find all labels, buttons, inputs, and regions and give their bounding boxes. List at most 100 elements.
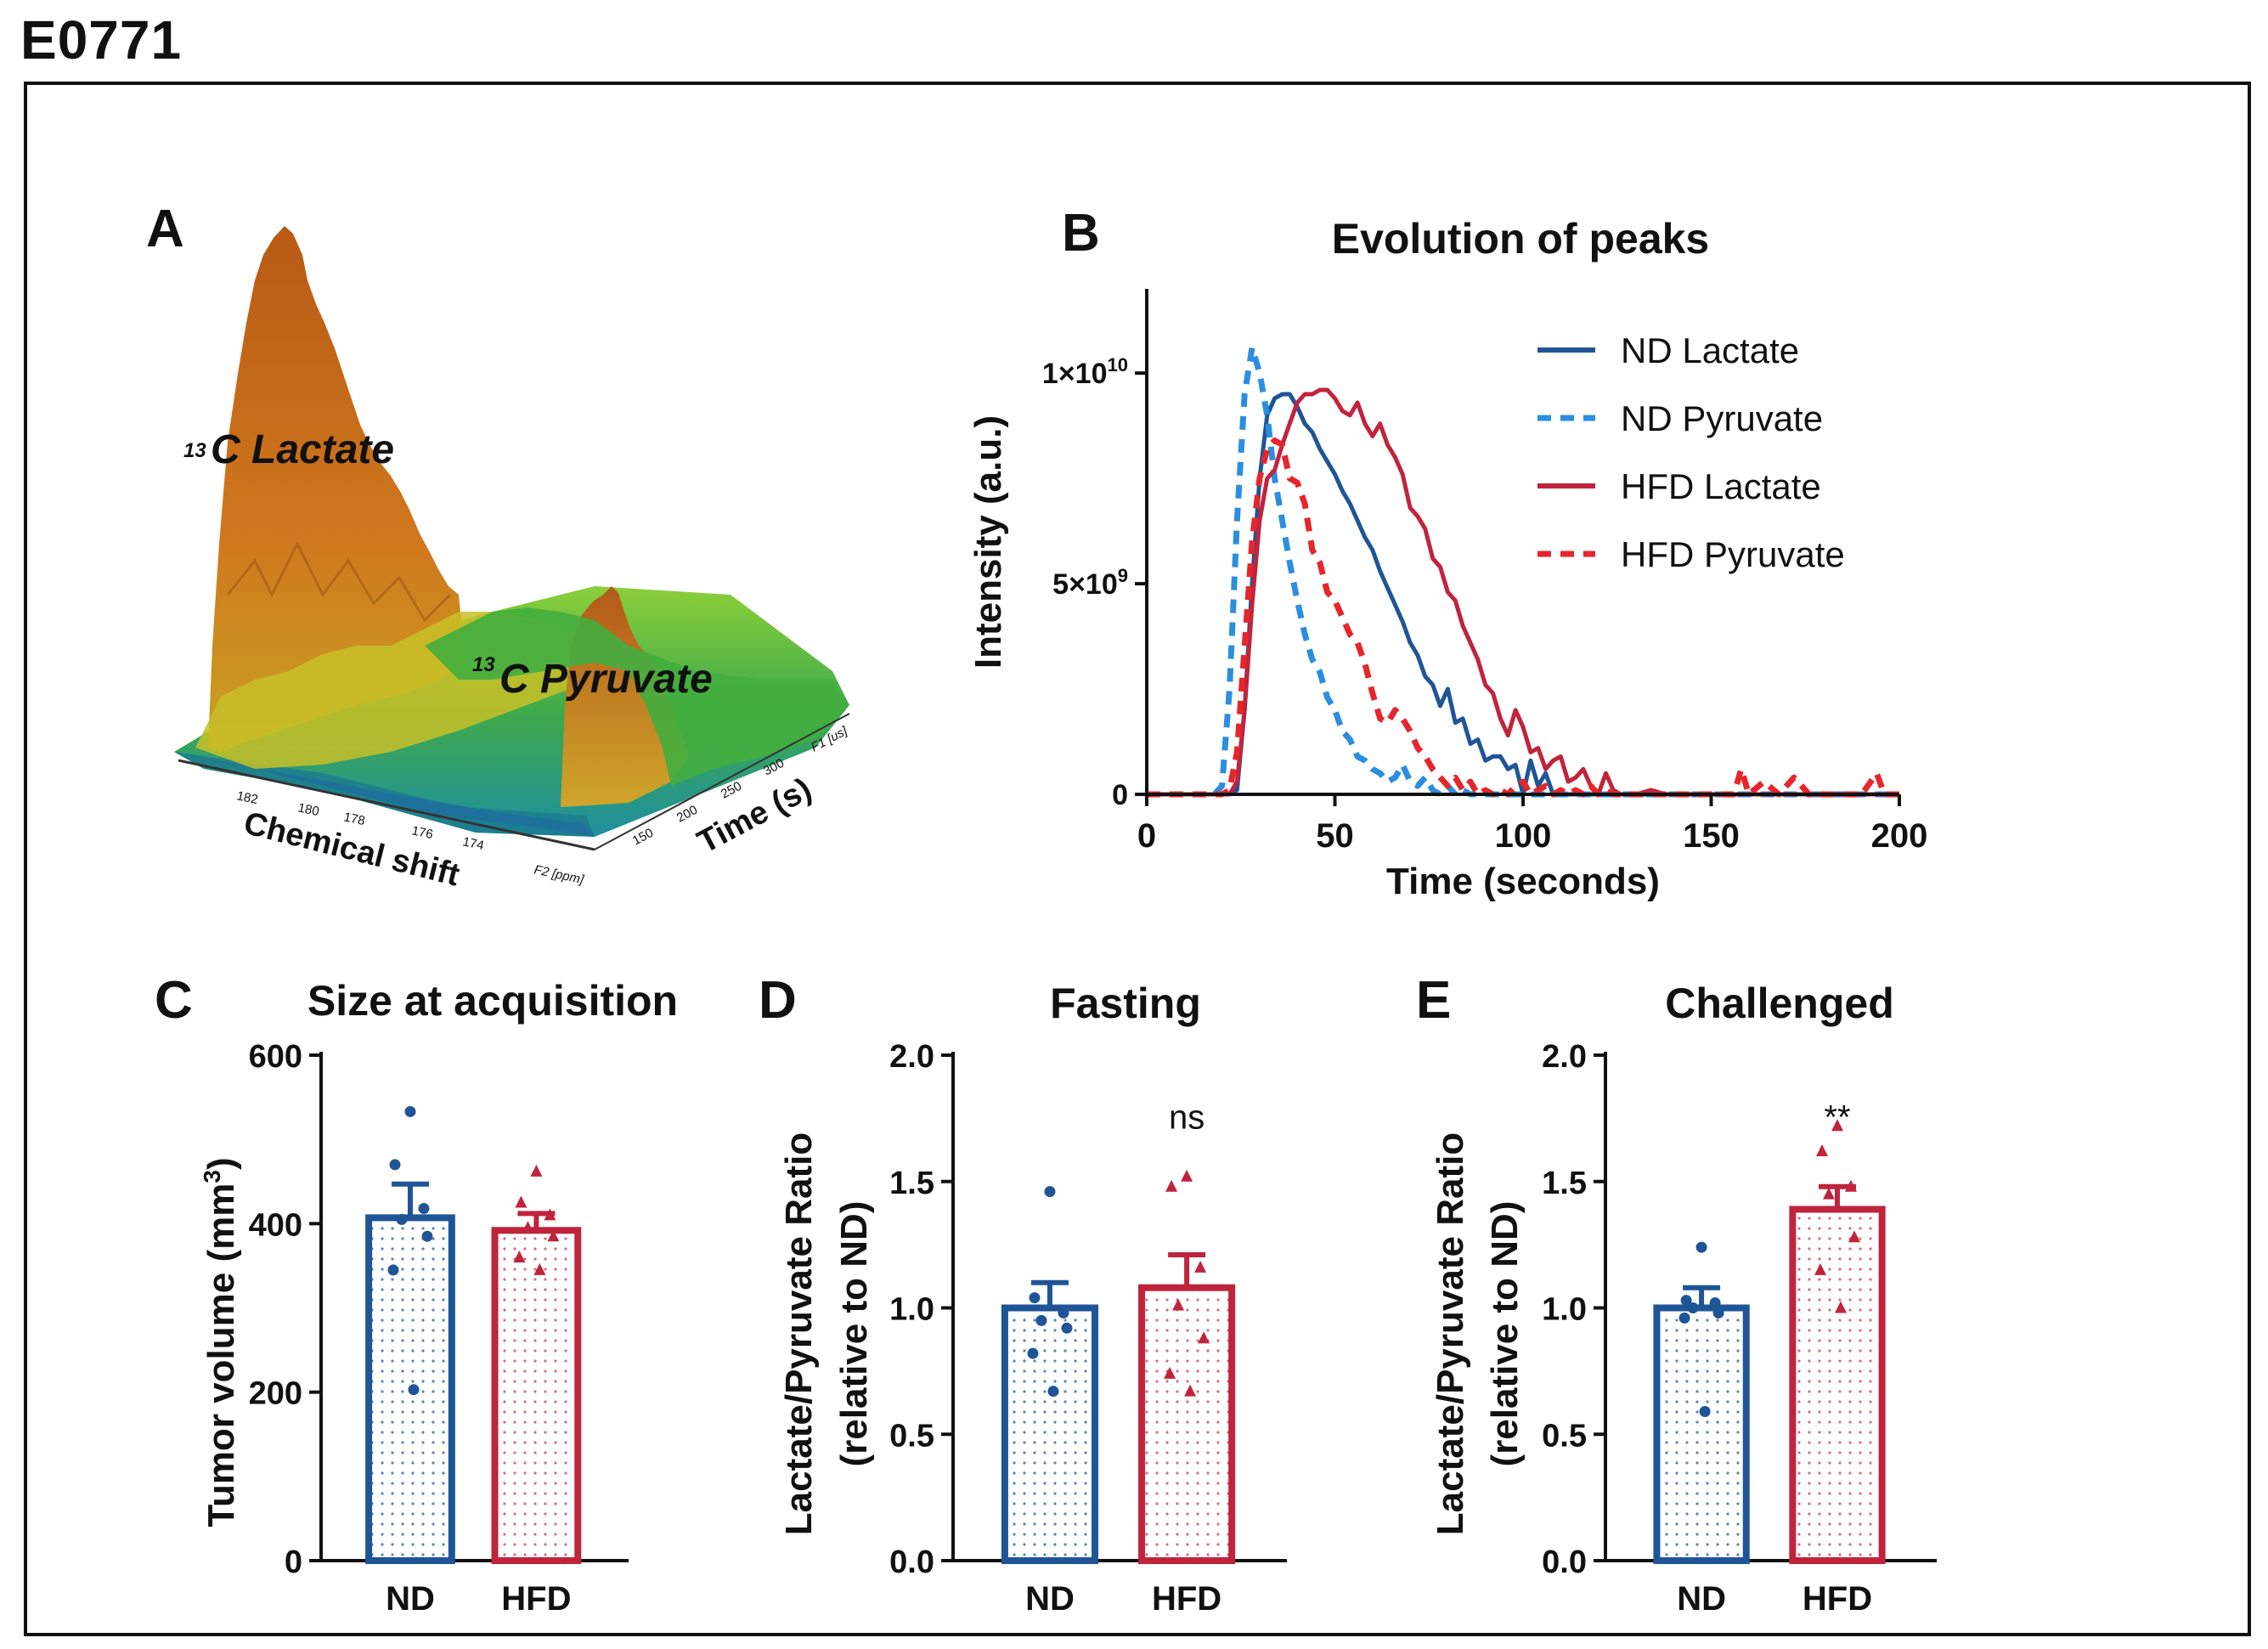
data-point-nd [418,1202,430,1214]
chart-d-y-label-1: Lactate/Pyruvate Ratio [778,1132,820,1535]
surface-y-axis [594,713,850,850]
bar-hfd [1138,1284,1236,1564]
panel-a: A 182 180 178 176 174 F2 [ppm] 150 200 2… [146,200,850,894]
data-point-hfd [1814,1262,1826,1275]
figure-title: E0771 [20,9,183,71]
data-point-nd [1687,1302,1699,1313]
legend-label: ND Lactate [1621,330,1799,370]
chart-b-y-tick-base: 1×10 [1042,358,1108,390]
data-point-nd [389,1159,401,1171]
y-tick-label: 1.5 [1542,1166,1587,1201]
data-point-nd [1027,1347,1039,1359]
chart-c-y-label-sup: 3 [199,1170,225,1183]
chart-c-plot-area: 0 200 400 600 ND HFD [249,1039,629,1618]
panel-e: E Challenged Lactate/Pyruvate Ratio (rel… [1416,971,1937,1618]
chart-c-y-label-main: Tumor volume (mm [200,1183,242,1528]
y-tick-label: 0.5 [1542,1418,1587,1454]
data-point-hfd [1181,1169,1193,1182]
surface-x-tick: 176 [410,823,434,842]
bar-hfd [491,1227,582,1565]
data-point-hfd [544,1208,556,1221]
surface-green-noise [425,607,849,786]
y-tick-label: 200 [249,1376,302,1412]
data-point-hfd [515,1195,528,1208]
panel-a-letter: A [146,200,184,258]
figure-frame [24,82,2251,1636]
pyruvate-label: C Pyruvate [499,657,713,702]
data-point-nd [1695,1241,1707,1253]
data-point-nd [1035,1314,1047,1326]
panel-d: D Fasting Lactate/Pyruvate Ratio (relati… [759,971,1287,1618]
chart-b-y-tick-exp: 9 [1118,565,1128,586]
chart-b-x-tick-label: 100 [1495,817,1552,855]
legend-label: HFD Pyruvate [1621,534,1845,574]
data-point-nd [396,1213,408,1225]
y-tick-label: 2.0 [889,1039,934,1075]
data-point-hfd [1194,1260,1207,1273]
data-point-hfd [1172,1298,1185,1311]
data-point-hfd [1164,1366,1176,1379]
x-tick-label: HFD [1152,1580,1221,1618]
chart-e-title: Challenged [1665,980,1893,1027]
data-point-nd [1058,1307,1069,1319]
chart-d-y-label-2: (relative to ND) [833,1201,875,1467]
y-tick-label: 1.0 [1542,1292,1587,1328]
data-point-nd [1029,1292,1041,1304]
pyruvate-label-superscript: 13 [472,653,495,676]
chart-b-legend: ND Lactate ND Pyruvate HFD Lactate HFD Pyru… [1537,330,1845,574]
lactate-label: C Lactate [211,427,394,472]
data-point-hfd [547,1229,560,1242]
chart-b-x-ticks: 0 50 100 150 200 [1137,794,1927,855]
data-point-hfd [1835,1301,1847,1313]
chart-b-y-tick-base: 5×10 [1052,568,1118,601]
chart-b-x-label: Time (seconds) [1386,861,1660,902]
data-point-hfd [1165,1179,1178,1192]
bar-nd [1001,1304,1099,1564]
y-tick-label: 1.0 [889,1292,934,1328]
legend-label: HFD Lactate [1621,466,1821,506]
lactate-ridges [226,540,452,623]
data-point-nd [1699,1405,1711,1417]
y-tick-label: 0.0 [889,1545,934,1580]
chart-b-x-tick-label: 50 [1316,817,1354,855]
chart-d-title: Fasting [1050,980,1201,1027]
legend-label: ND Pyruvate [1621,398,1823,438]
chart-b-y-label: Intensity (a.u.) [968,415,1009,669]
surface-x-tick: F2 [ppm] [533,862,585,887]
data-point-hfd [1198,1331,1210,1344]
data-point-hfd [1184,1384,1197,1397]
surface-x-tick: 178 [342,810,366,828]
chart-c-y-label-end: ) [200,1157,242,1170]
x-tick-label: ND [386,1580,435,1618]
lactate-label-superscript: 13 [183,439,206,462]
panel-e-letter: E [1416,971,1451,1030]
y-tick-label: 600 [249,1039,302,1075]
surface-x-tick: 180 [296,800,320,819]
surface-x-axis [178,759,595,851]
y-tick-label: 0.0 [1542,1545,1587,1580]
data-point-nd [1678,1312,1690,1324]
chart-b-title: Evolution of peaks [1332,215,1710,263]
surface-x-tick: 174 [461,834,485,853]
data-point-nd [408,1384,420,1396]
data-point-nd [404,1105,416,1117]
chart-b-y-tick-exp: 10 [1108,354,1128,376]
data-point-nd [1044,1186,1056,1198]
x-tick-label: ND [1025,1580,1075,1618]
data-point-hfd [1845,1179,1857,1192]
data-point-hfd [522,1221,534,1234]
data-point-nd [421,1230,433,1242]
data-point-hfd [1848,1230,1860,1243]
chart-e-plot-area: 0.0 0.5 1.0 1.5 2.0 ND HFD ** [1542,1039,1937,1618]
data-point-nd [1709,1297,1721,1309]
chart-e-y-label-2: (relative to ND) [1484,1201,1526,1467]
data-point-hfd [533,1262,546,1275]
series-line-nd-lactate [1147,392,1899,797]
lactate-peak [208,226,465,752]
y-tick-label: 1.5 [889,1166,934,1201]
panel-c-letter: C [155,971,193,1030]
data-point-nd [1047,1386,1059,1398]
chart-b-x-tick-label: 0 [1137,817,1156,855]
chart-c-title: Size at acquisition [307,977,678,1025]
